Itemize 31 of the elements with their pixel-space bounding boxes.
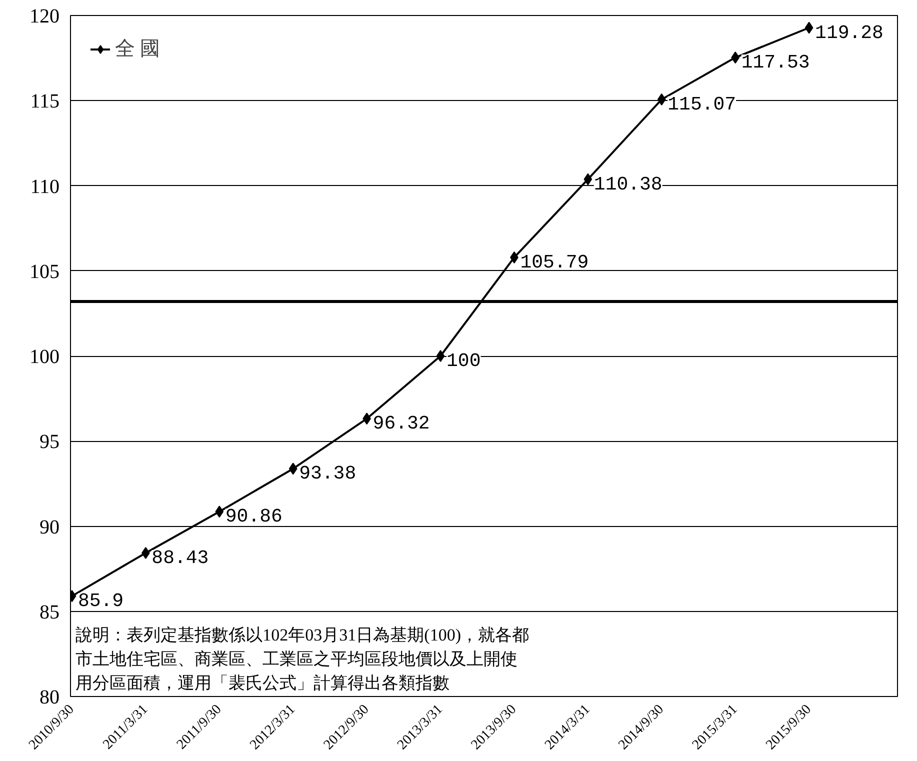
point xyxy=(657,93,666,106)
data-label: 119.28 xyxy=(815,22,884,44)
y-tick-label: 105 xyxy=(30,260,60,283)
y-tick-label: 120 xyxy=(30,6,60,28)
point xyxy=(215,506,224,518)
annotation: 用分區面積，運用「裴氏公式」計算得出各類指數 xyxy=(76,674,450,692)
point xyxy=(804,22,814,34)
point xyxy=(584,173,592,186)
data-label: 85.9 xyxy=(78,590,124,612)
point xyxy=(288,462,298,475)
y-tick-label: 110 xyxy=(30,176,60,198)
y-tick-label: 90 xyxy=(40,516,60,538)
annotation: 說明：表列定基指數係以102年03月31日為基期(100)，就各都 xyxy=(76,626,529,644)
data-label: 93.38 xyxy=(299,462,356,485)
point xyxy=(731,52,740,64)
legend-label: 全 國 xyxy=(115,37,160,62)
data-label: 100 xyxy=(446,350,481,372)
data-label: 110.38 xyxy=(594,173,662,196)
data-label: 117.53 xyxy=(741,52,810,74)
y-tick-label: 100 xyxy=(30,346,60,368)
data-label: 88.43 xyxy=(152,546,209,569)
y-tick-label: 80 xyxy=(40,686,60,708)
y-tick-label: 95 xyxy=(40,431,60,454)
data-label: 96.32 xyxy=(372,412,430,435)
point xyxy=(436,350,445,362)
data-label: 90.86 xyxy=(225,506,282,528)
annotation: 市土地住宅區、商業區、工業區之平均區段地價以及上開使 xyxy=(76,650,518,668)
y-tick-label: 85 xyxy=(40,601,60,624)
data-label: 105.79 xyxy=(520,251,589,274)
data-label: 115.07 xyxy=(668,93,736,116)
y-tick-label: 115 xyxy=(30,90,60,113)
